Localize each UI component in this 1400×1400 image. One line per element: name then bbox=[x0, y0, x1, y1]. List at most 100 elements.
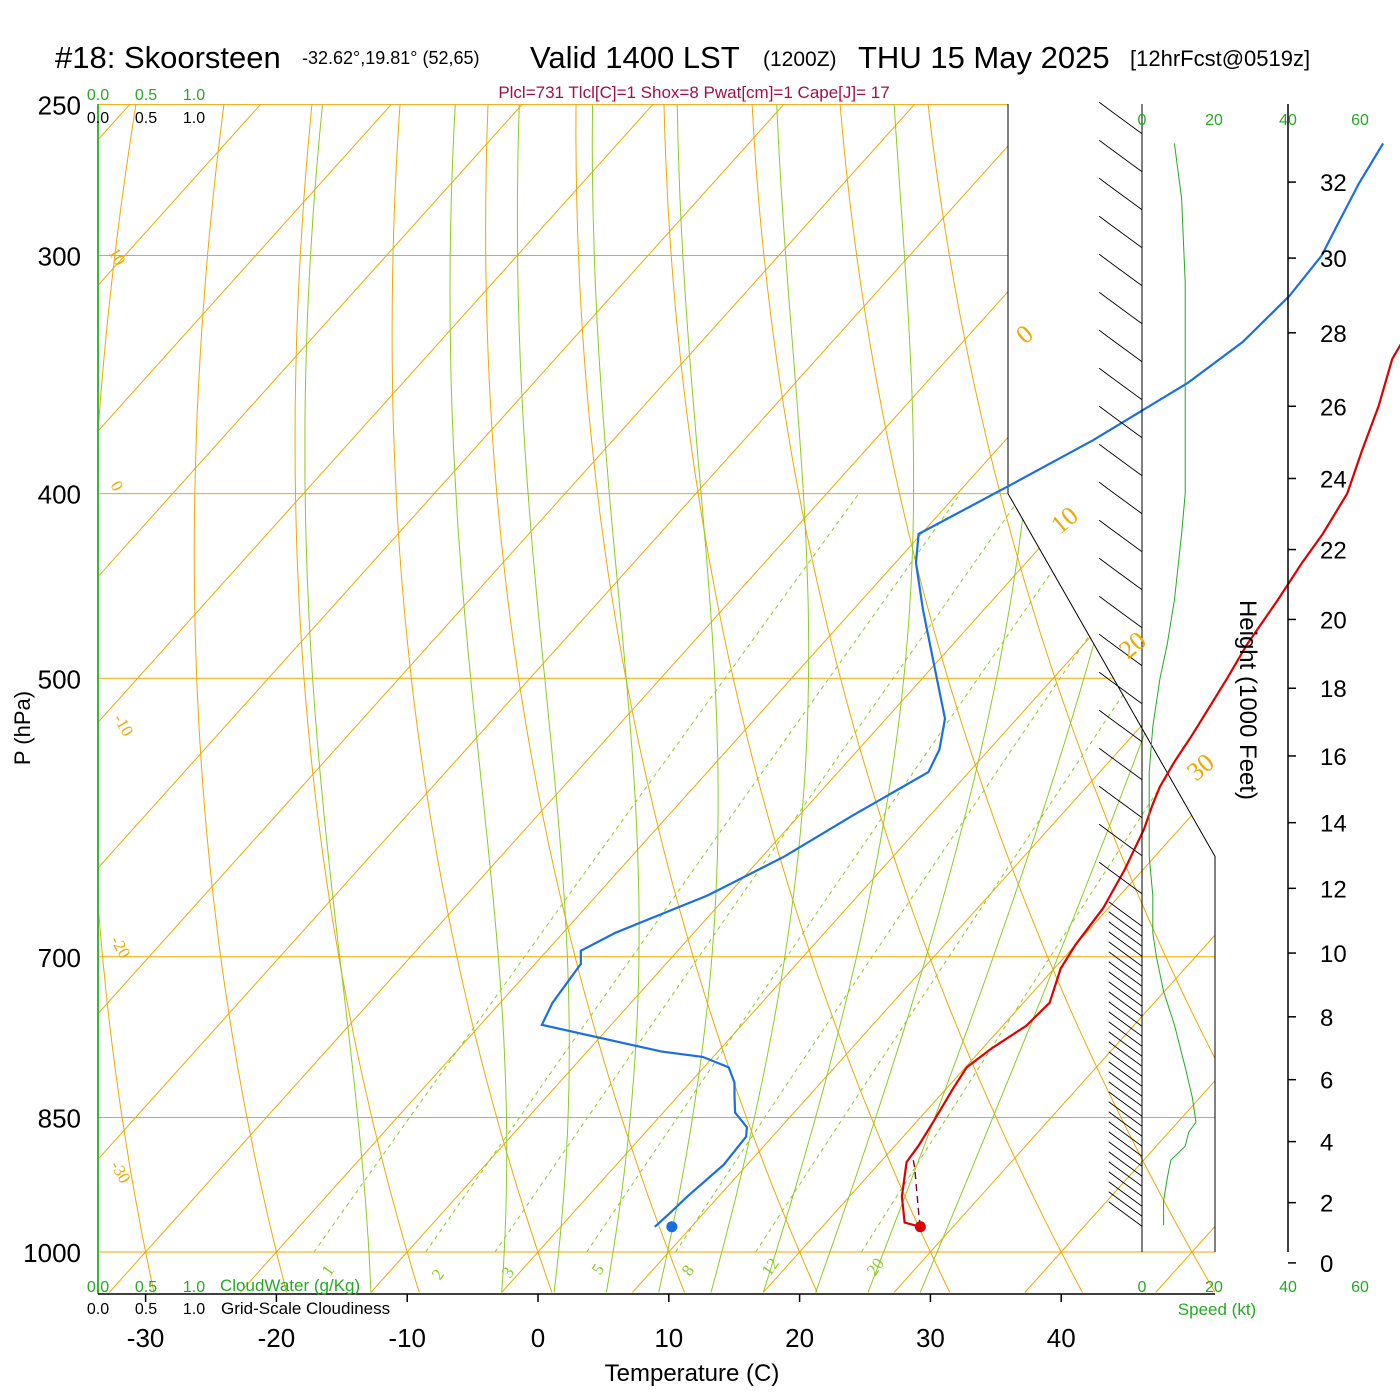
wind-barb bbox=[1098, 291, 1143, 325]
height-tick-label: 28 bbox=[1320, 321, 1347, 348]
dry-adiabat bbox=[1360, 71, 1400, 1293]
wind-barb-flag bbox=[1108, 1061, 1117, 1068]
height-tick-label: 2 bbox=[1320, 1191, 1333, 1218]
wind-barb bbox=[1098, 823, 1143, 857]
speed-bottom-tick-label: 20 bbox=[1205, 1279, 1223, 1296]
dry-adiabat bbox=[575, 104, 818, 1293]
wind-barb-shaft bbox=[1115, 1086, 1143, 1107]
dry-adiabat bbox=[923, 104, 1215, 1293]
wind-barb-flag bbox=[1098, 443, 1109, 452]
mixing-ratio-line bbox=[860, 493, 1215, 1253]
wind-barb-flag bbox=[1098, 671, 1109, 680]
wind-barb-shaft bbox=[1107, 678, 1143, 705]
top-black-scale-label: 0.0 bbox=[87, 110, 109, 127]
height-tick-label: 30 bbox=[1320, 246, 1347, 273]
wind-barb bbox=[1098, 481, 1143, 515]
wind-barb-flag bbox=[1108, 931, 1117, 938]
pressure-tick-label: 250 bbox=[38, 91, 81, 121]
x-tick-label: 40 bbox=[1047, 1323, 1076, 1353]
wind-barb-shaft bbox=[1107, 792, 1143, 819]
wind-barb bbox=[1098, 253, 1143, 287]
pressure-tick-label: 400 bbox=[38, 480, 81, 510]
wind-barb-shaft bbox=[1115, 1016, 1143, 1037]
wind-barb-shaft bbox=[1107, 488, 1143, 515]
wind-barb bbox=[1108, 1051, 1143, 1077]
wind-barb bbox=[1108, 1011, 1143, 1037]
wind-barb-shaft bbox=[1107, 374, 1143, 401]
height-tick-label: 10 bbox=[1320, 941, 1347, 968]
dry-adiabat bbox=[836, 104, 1215, 1293]
wind-barb-flag bbox=[1108, 1141, 1117, 1148]
wind-barb-shaft bbox=[1107, 222, 1143, 249]
height-tick-label: 8 bbox=[1320, 1005, 1333, 1032]
wind-barb-flag bbox=[1098, 139, 1109, 148]
wind-barb-shaft bbox=[1107, 830, 1143, 857]
wind-barb-shaft bbox=[1107, 868, 1143, 895]
wind-barb-flag bbox=[1108, 1051, 1117, 1058]
wind-barb-shaft bbox=[1115, 1156, 1143, 1177]
dry-adiabat bbox=[193, 104, 288, 1293]
wind-barb-flag bbox=[1108, 1071, 1117, 1078]
wind-barb-shaft bbox=[1115, 976, 1143, 997]
wind-barb bbox=[1098, 671, 1143, 705]
mixing-ratio-line bbox=[675, 493, 1187, 1253]
isotherm-label: 20 bbox=[1113, 626, 1152, 665]
wind-barb-shaft bbox=[1115, 956, 1143, 977]
dry-adiabat bbox=[662, 104, 951, 1293]
forecast-label: [12hrFcst@0519z] bbox=[1130, 46, 1311, 71]
wind-barb-shaft bbox=[1107, 108, 1143, 135]
moist-adiabat bbox=[449, 104, 508, 1293]
grid-clipped bbox=[0, 71, 1400, 1293]
wind-barb-flag bbox=[1098, 329, 1109, 338]
wind-barb bbox=[1108, 1061, 1143, 1087]
wind-barb bbox=[1108, 1001, 1143, 1027]
wind-barb-shaft bbox=[1107, 184, 1143, 211]
wind-barb-shaft bbox=[1115, 946, 1143, 967]
wind-barb bbox=[1108, 1071, 1143, 1097]
isotherm-line bbox=[98, 104, 1076, 1293]
isotherm-line bbox=[98, 104, 815, 1293]
wind-barb bbox=[1098, 177, 1143, 211]
wind-barb bbox=[1108, 1021, 1143, 1047]
wind-barb-shaft bbox=[1107, 298, 1143, 325]
wind-barb-flag bbox=[1108, 1041, 1117, 1048]
isotherm-label: 10 bbox=[1045, 501, 1084, 540]
isotherm-line bbox=[98, 104, 553, 1293]
wind-barb-flag bbox=[1098, 785, 1109, 794]
wind-barb-flag bbox=[1108, 971, 1117, 978]
surface-dewpoint-dot bbox=[666, 1221, 678, 1233]
isotherm-label: -10 bbox=[110, 711, 138, 740]
speed-top-tick-label: 0 bbox=[1138, 112, 1147, 129]
wind-barb-shaft bbox=[1115, 1036, 1143, 1057]
height-tick-label: 12 bbox=[1320, 876, 1347, 903]
height-tick-label: 4 bbox=[1320, 1130, 1333, 1157]
temperature-line bbox=[900, 343, 1400, 1228]
wind-barb-shaft bbox=[1115, 986, 1143, 1007]
moist-adiabat bbox=[762, 104, 915, 1293]
wind-barb-shaft bbox=[1107, 450, 1143, 477]
wind-barb bbox=[1108, 1161, 1143, 1187]
mixing-ratio-label: 2 bbox=[428, 1265, 448, 1283]
wind-barb-shaft bbox=[1115, 936, 1143, 957]
mixing-ratio-line bbox=[755, 493, 1215, 1253]
wind-barb bbox=[1098, 785, 1143, 819]
isotherm-line bbox=[0, 71, 29, 1293]
wind-barb-flag bbox=[1098, 557, 1109, 566]
valid-time: Valid 1400 LST bbox=[530, 40, 740, 75]
wind-barb-shaft bbox=[1115, 1106, 1143, 1127]
wind-barb-shaft bbox=[1115, 1206, 1143, 1227]
mixing-ratio-label: 3 bbox=[498, 1263, 518, 1281]
wind-barb-flag bbox=[1108, 1081, 1117, 1088]
isotherm-line bbox=[98, 104, 946, 1293]
speed-bottom-tick-label: 0 bbox=[1138, 1279, 1147, 1296]
wind-barb-shaft bbox=[1115, 1176, 1143, 1197]
wind-barb-flag bbox=[1108, 951, 1117, 958]
isotherm-line bbox=[762, 104, 1215, 1293]
height-tick-label: 6 bbox=[1320, 1068, 1333, 1095]
wind-barb bbox=[1108, 951, 1143, 977]
wind-barb-flag bbox=[1098, 367, 1109, 376]
wind-barb bbox=[1108, 1121, 1143, 1147]
wind-barb-shaft bbox=[1115, 1186, 1143, 1207]
wind-barb bbox=[1108, 1151, 1143, 1177]
wind-barb-shaft bbox=[1107, 640, 1143, 667]
